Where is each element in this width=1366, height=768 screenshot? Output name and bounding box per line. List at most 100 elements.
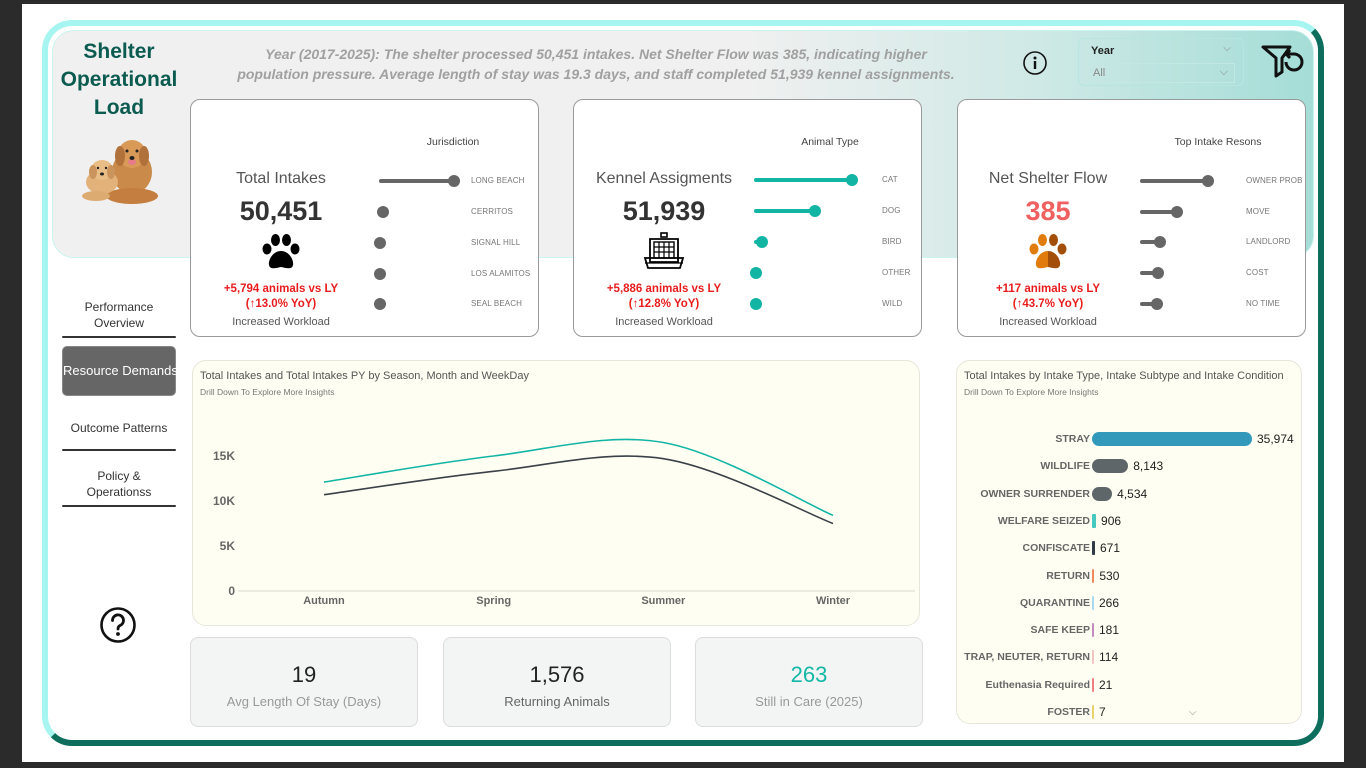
lollipop-label: LANDLORD — [1246, 237, 1291, 246]
line-chart[interactable]: 0 5K 10K 15K Autumn Spring Summer Winter — [193, 361, 921, 627]
lollipop-row[interactable]: MOVE — [958, 206, 1307, 220]
lollipop-row[interactable]: CAT — [574, 174, 923, 188]
bar-category-label: SAFE KEEP — [1030, 624, 1090, 637]
bar-row[interactable]: STRAY 35,974 — [957, 431, 1303, 447]
kpi-value: 385 — [1025, 196, 1071, 226]
nav-outcome-patterns[interactable]: Outcome Patterns — [62, 420, 176, 451]
kpi-delta-line: +5,794 animals vs LY — [223, 283, 339, 295]
lollipop-row[interactable]: WILD — [574, 298, 923, 312]
chevron-down-icon[interactable]: ⌵ — [1219, 66, 1228, 78]
lollipop-label: MOVE — [1246, 207, 1270, 216]
bar-row[interactable]: CONFISCATE 671 — [957, 540, 1303, 556]
lollipop-row[interactable]: NO TIME — [958, 298, 1307, 312]
help-icon[interactable] — [99, 606, 137, 644]
nav-performance-overview[interactable]: Performance Overview — [62, 299, 176, 338]
bar[interactable] — [1092, 432, 1252, 446]
lollipop-label: LOS ALAMITOS — [471, 269, 531, 278]
bar[interactable] — [1092, 650, 1094, 665]
lollipop-row[interactable]: SEAL BEACH — [191, 298, 540, 312]
lollipop-row[interactable]: BIRD — [574, 236, 923, 250]
lollipop-row[interactable]: SIGNAL HILL — [191, 237, 540, 251]
bar-value-label: 21 — [1099, 677, 1113, 692]
bar-row[interactable]: QUARANTINE 266 — [957, 595, 1303, 611]
bar[interactable] — [1092, 568, 1095, 583]
bar-category-label: OWNER SURRENDER — [980, 487, 1090, 500]
filter-reset-icon[interactable] — [1260, 44, 1304, 80]
info-icon[interactable] — [1022, 50, 1048, 76]
bar-category-label: WELFARE SEIZED — [997, 514, 1090, 527]
lollipop-label: WILD — [882, 299, 903, 308]
lollipop-dot — [376, 206, 389, 218]
series-line-total-intakes-py[interactable] — [323, 455, 834, 525]
stat-label: Still in Care (2025) — [755, 694, 863, 709]
lollipop-label: CAT — [882, 175, 898, 184]
nav-policy-operations[interactable]: Policy & Operationss — [62, 468, 176, 507]
lollipop-dot — [846, 174, 858, 186]
bar-value-label: 181 — [1099, 623, 1120, 638]
lollipop-stick — [754, 209, 815, 213]
lollipop-label: DOG — [882, 206, 901, 215]
lollipop-row[interactable]: LONG BEACH — [191, 175, 540, 189]
nav-resource-demands[interactable]: Resource Demands — [62, 346, 178, 396]
year-slicer[interactable]: Year ⌵ All ⌵ — [1078, 38, 1244, 86]
lollipop-label: SIGNAL HILL — [471, 238, 521, 247]
dimension-title: Top Intake Resons — [1174, 136, 1262, 148]
stat-card-avg-stay: 19 Avg Length Of Stay (Days) — [190, 637, 418, 727]
dimension-title: Jurisdiction — [426, 136, 480, 148]
bar-category-label: WILDLIFE — [1040, 460, 1090, 473]
y-tick-label: 15K — [213, 449, 235, 463]
bar-category-label: STRAY — [1055, 433, 1090, 445]
bar-chart-card[interactable]: Total Intakes by Intake Type, Intake Sub… — [956, 360, 1302, 724]
year-dropdown[interactable]: All ⌵ — [1089, 63, 1235, 83]
kpi-delta: +117 animals vs LY (↑43.7% YoY) — [958, 282, 1138, 312]
kpi-value: 50,451 — [239, 196, 323, 226]
lollipop-label: COST — [1246, 268, 1269, 277]
x-tick-label: Summer — [641, 595, 686, 607]
kpi-title: Net Shelter Flow — [988, 170, 1108, 187]
bar-category-label: FOSTER — [1047, 706, 1090, 718]
lollipop-stick — [1140, 240, 1161, 244]
kpi-card-kennel-assignments: Kennel Assigments 51,939 +5,886 animals … — [573, 99, 922, 337]
bar[interactable] — [1092, 677, 1094, 692]
bar-row[interactable]: Euthenasia Required 21 — [957, 677, 1303, 693]
line-chart-card[interactable]: Total Intakes and Total Intakes PY by Se… — [192, 360, 920, 626]
kpi-note: Increased Workload — [999, 316, 1097, 328]
bar-row[interactable]: FOSTER 7 — [957, 704, 1303, 720]
kpi-title: Kennel Assigments — [595, 170, 733, 187]
bar-row[interactable]: OWNER SURRENDER 4,534 — [957, 486, 1303, 502]
lollipop-row[interactable]: OWNER PROB — [958, 175, 1307, 189]
bar[interactable] — [1092, 595, 1094, 610]
lollipop-row[interactable]: LANDLORD — [958, 236, 1307, 250]
chevron-down-icon[interactable]: ⌵ — [1223, 43, 1231, 54]
lollipop-row[interactable]: DOG — [574, 205, 923, 219]
kpi-delta-line: (↑13.0% YoY) — [245, 298, 317, 310]
lollipop-dot — [1151, 298, 1163, 310]
bar[interactable] — [1092, 513, 1097, 528]
lollipop-dot — [1171, 206, 1184, 218]
bar-row[interactable]: WILDLIFE 8,143 — [957, 458, 1303, 474]
bar[interactable] — [1092, 459, 1129, 474]
lollipop-row[interactable]: OTHER — [574, 267, 923, 281]
bar[interactable] — [1092, 705, 1094, 719]
bar-row[interactable]: TRAP, NEUTER, RETURN 114 — [957, 649, 1303, 665]
bar[interactable] — [1092, 541, 1095, 556]
lollipop-row[interactable]: LOS ALAMITOS — [191, 268, 540, 282]
stat-card-returning-animals: 1,576 Returning Animals — [443, 637, 671, 727]
lollipop-dot — [373, 298, 386, 310]
lollipop-row[interactable]: CERRITOS — [191, 206, 540, 220]
lollipop-row[interactable]: COST — [958, 267, 1307, 281]
summary-text: Year (2017-2025): The shelter processed … — [196, 44, 996, 84]
bar-row[interactable]: WELFARE SEIZED 906 — [957, 513, 1303, 529]
bar-value-label: 35,974 — [1257, 432, 1294, 446]
bar-row[interactable]: RETURN 530 — [957, 568, 1303, 584]
bar-row[interactable]: SAFE KEEP 181 — [957, 622, 1303, 638]
y-tick-label: 10K — [213, 494, 235, 508]
stat-label: Avg Length Of Stay (Days) — [226, 694, 382, 709]
series-line-total-intakes[interactable] — [323, 438, 834, 517]
bar-value-label: 7 — [1099, 705, 1106, 719]
lollipop-dot — [373, 268, 386, 280]
bar[interactable] — [1092, 486, 1113, 501]
bar[interactable] — [1092, 623, 1094, 638]
scroll-down-chevron-icon[interactable]: ⌵ — [1189, 707, 1197, 718]
nav-label: Policy & — [97, 469, 141, 483]
